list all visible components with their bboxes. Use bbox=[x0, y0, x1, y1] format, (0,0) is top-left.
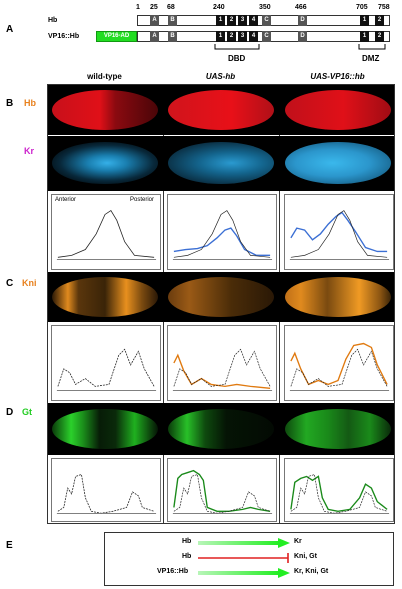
dmz-finger-2-2: 2 bbox=[375, 31, 384, 42]
domain-b: B bbox=[168, 15, 177, 26]
pos-466: 466 bbox=[295, 4, 307, 11]
dmz-finger-1: 1 bbox=[360, 15, 369, 26]
dmz-finger-1-2: 1 bbox=[360, 31, 369, 42]
anterior-label: Anterior bbox=[55, 197, 77, 203]
pos-240: 240 bbox=[213, 4, 225, 11]
embryo-kr-wt bbox=[52, 142, 158, 184]
domain-d-2: D bbox=[298, 31, 307, 42]
e-row3-right: Kr, Kni, Gt bbox=[294, 568, 329, 575]
kr-plot-uas bbox=[167, 194, 277, 270]
col-header-uas-hb: UAS-hb bbox=[205, 72, 236, 81]
repression-bar-2 bbox=[198, 553, 289, 563]
gene-hb-label: Hb bbox=[48, 17, 58, 24]
zinc-finger-2: 2 bbox=[227, 15, 236, 26]
pos-1: 1 bbox=[136, 4, 140, 11]
embryo-gt-uas bbox=[168, 409, 274, 449]
pos-758: 758 bbox=[378, 4, 390, 11]
dmz-label: DMZ bbox=[362, 54, 380, 63]
gt-plot-vp16 bbox=[284, 458, 394, 522]
dbd-bracket bbox=[214, 44, 260, 50]
zinc-finger-3-2: 3 bbox=[238, 31, 247, 42]
e-row1-right: Kr bbox=[294, 538, 302, 545]
domain-a: A bbox=[150, 15, 159, 26]
kr-plot-vp16 bbox=[284, 194, 394, 270]
gt-plot-uas bbox=[167, 458, 277, 522]
zinc-finger-1-2: 1 bbox=[216, 31, 225, 42]
embryo-hb-vp16 bbox=[285, 90, 391, 130]
gene-vp16-hb-label: VP16::Hb bbox=[48, 33, 80, 40]
embryo-gt-wt bbox=[52, 409, 158, 449]
summary-box bbox=[104, 532, 394, 586]
col-header-wildtype: wild-type bbox=[87, 72, 122, 81]
pos-25: 25 bbox=[150, 4, 158, 11]
panel-letter-d: D bbox=[6, 407, 14, 418]
vp16-ad-box: VP16-AD bbox=[96, 31, 137, 42]
domain-c-2: C bbox=[262, 31, 271, 42]
domain-d: D bbox=[298, 15, 307, 26]
e-row3-left: VP16::Hb bbox=[157, 568, 189, 575]
activation-arrow-3 bbox=[198, 568, 290, 578]
pos-350: 350 bbox=[259, 4, 271, 11]
kni-plot-vp16 bbox=[284, 325, 394, 401]
pos-68: 68 bbox=[167, 4, 175, 11]
domain-c: C bbox=[262, 15, 271, 26]
kni-plot-uas bbox=[167, 325, 277, 401]
zinc-finger-4: 4 bbox=[249, 15, 258, 26]
embryo-gt-vp16 bbox=[285, 409, 391, 449]
zinc-finger-4-2: 4 bbox=[249, 31, 258, 42]
kni-plot-wt bbox=[51, 325, 161, 401]
dmz-finger-2: 2 bbox=[375, 15, 384, 26]
embryo-kni-uas bbox=[168, 277, 274, 317]
vp16-ad-label: VP16-AD bbox=[103, 33, 130, 39]
embryo-hb-wt bbox=[52, 90, 158, 130]
zinc-finger-3: 3 bbox=[238, 15, 247, 26]
panel-letter-e: E bbox=[6, 540, 13, 551]
kr-plot-wt bbox=[51, 194, 161, 270]
zinc-finger-2-2: 2 bbox=[227, 31, 236, 42]
embryo-kni-wt bbox=[52, 277, 158, 317]
embryo-hb-uas bbox=[168, 90, 274, 130]
embryo-kni-vp16 bbox=[285, 277, 391, 317]
panel-letter-a: A bbox=[6, 24, 14, 35]
embryo-kr-vp16 bbox=[285, 142, 391, 184]
row-label-kni: Kni bbox=[22, 278, 37, 288]
posterior-label: Posterior bbox=[130, 197, 155, 203]
domain-b-2: B bbox=[168, 31, 177, 42]
row-label-hb: Hb bbox=[24, 98, 36, 108]
e-row2-left: Hb bbox=[182, 553, 192, 560]
domain-a-2: A bbox=[150, 31, 159, 42]
row-label-gt: Gt bbox=[22, 407, 32, 417]
dbd-label: DBD bbox=[228, 54, 246, 63]
col-header-uas-vp16-hb: UAS-VP16::hb bbox=[310, 72, 365, 81]
zinc-finger-1: 1 bbox=[216, 15, 225, 26]
kr-wt-line bbox=[57, 210, 155, 258]
e-row2-right: Kni, Gt bbox=[294, 553, 317, 560]
dmz-bracket bbox=[358, 44, 386, 50]
panel-letter-c: C bbox=[6, 278, 14, 289]
e-row1-left: Hb bbox=[182, 538, 192, 545]
grid-frame bbox=[47, 84, 395, 524]
activation-arrow-1 bbox=[198, 538, 290, 548]
panel-letter-b: B bbox=[6, 98, 14, 109]
row-label-kr: Kr bbox=[24, 146, 35, 156]
gt-plot-wt bbox=[51, 458, 161, 522]
embryo-kr-uas bbox=[168, 142, 274, 184]
pos-705: 705 bbox=[356, 4, 368, 11]
